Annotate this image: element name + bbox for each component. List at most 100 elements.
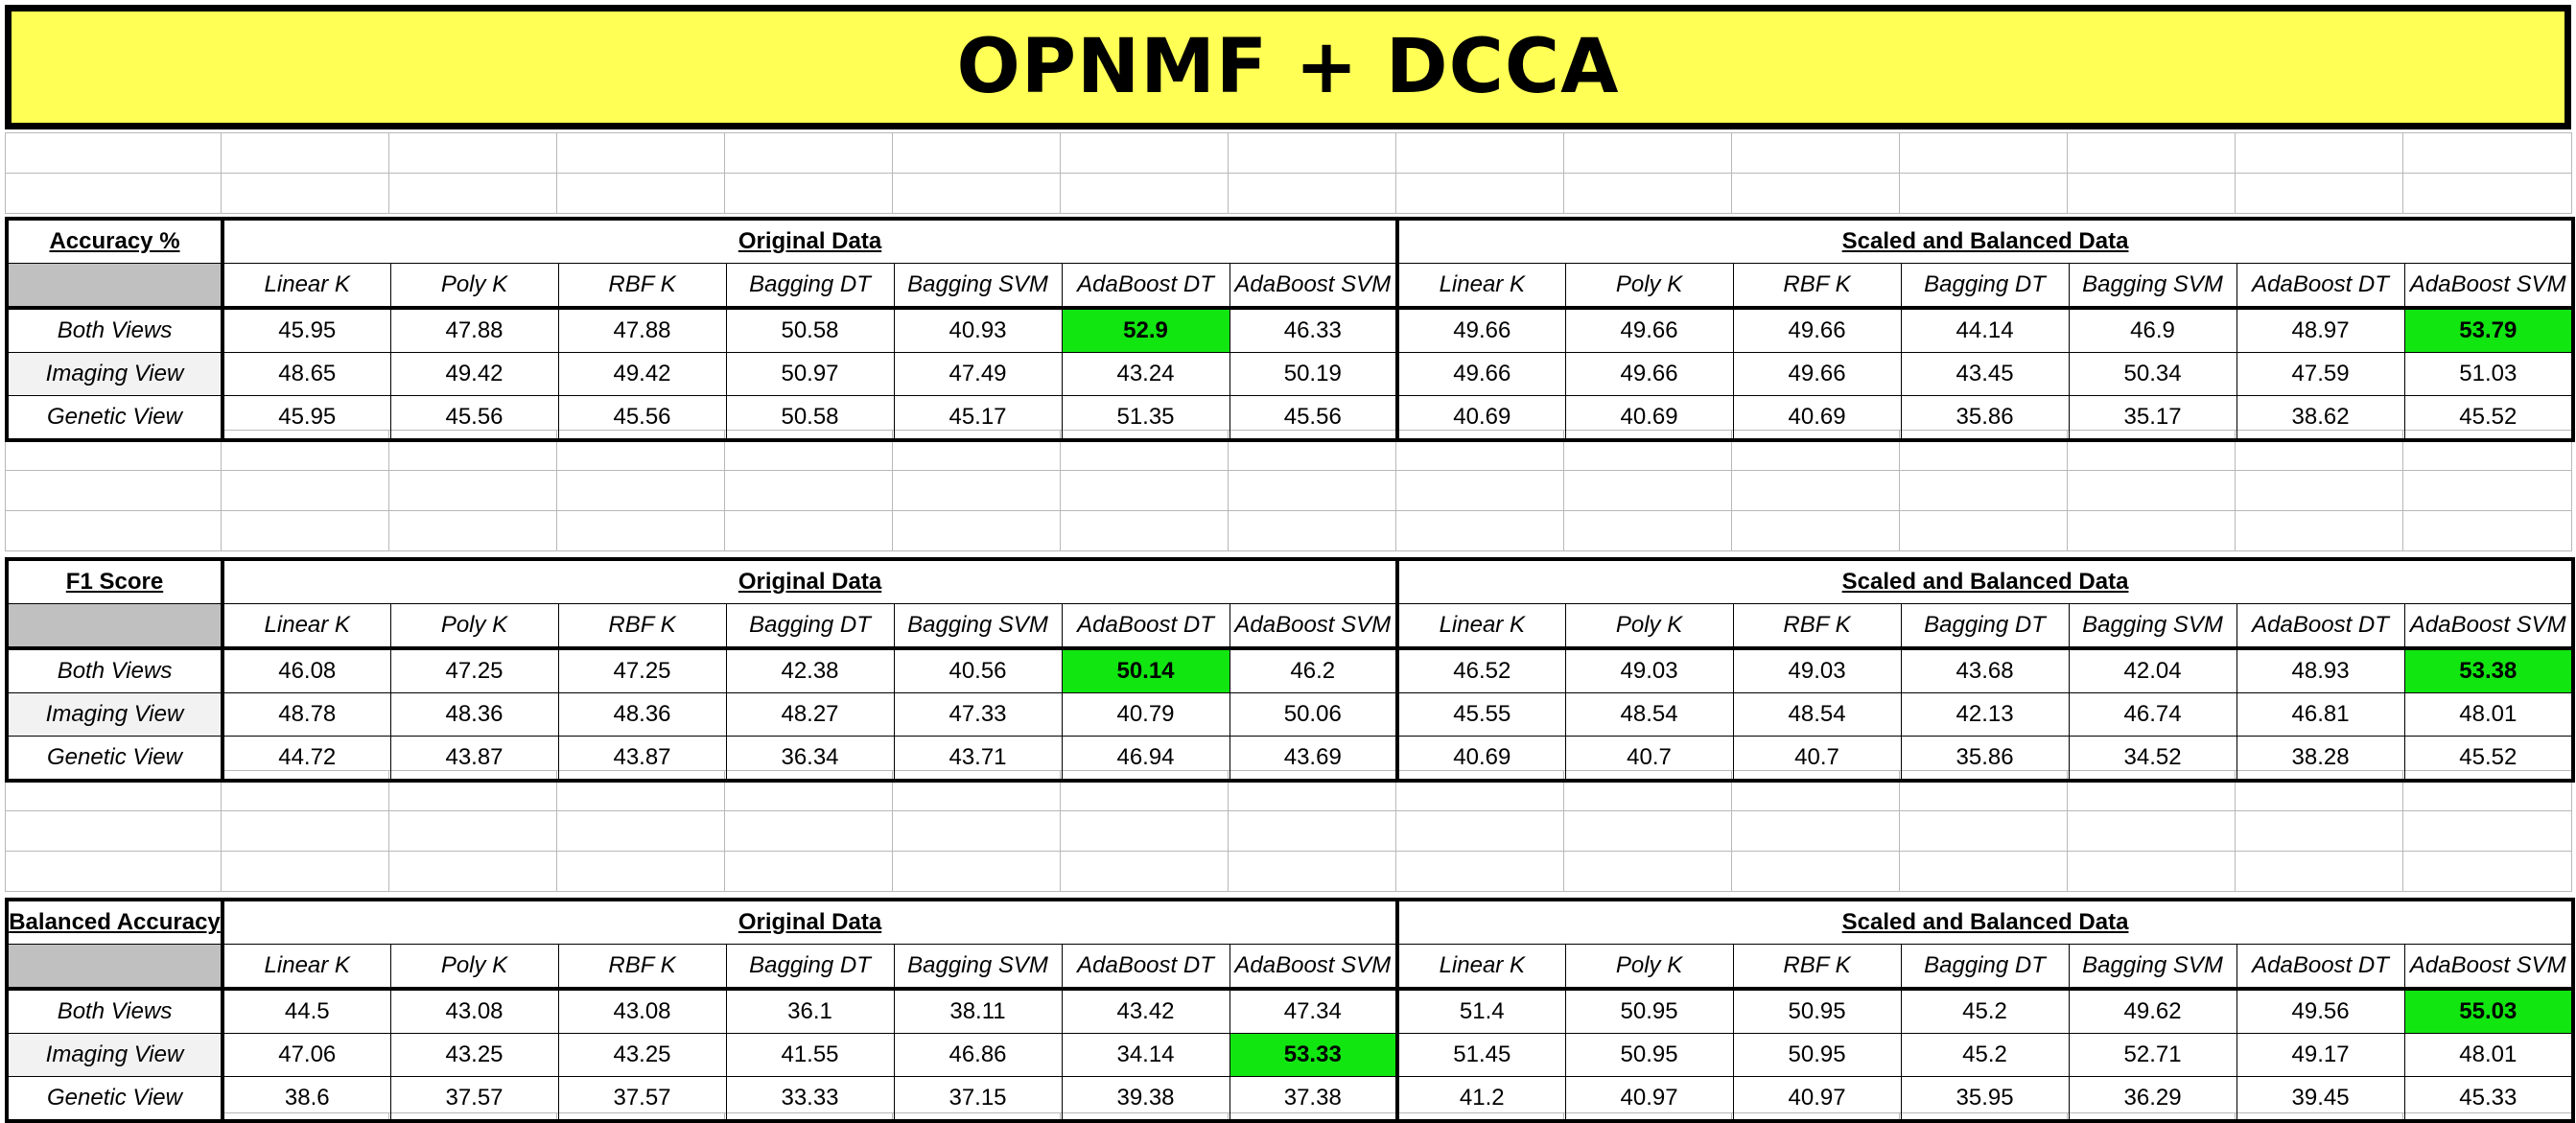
- empty-cell[interactable]: [1899, 810, 2068, 852]
- value-cell[interactable]: 47.25: [557, 647, 727, 693]
- value-cell[interactable]: 46.2: [1229, 647, 1398, 693]
- empty-cell[interactable]: [1060, 851, 1229, 892]
- column-header-cell[interactable]: Poly K: [1564, 263, 1734, 310]
- empty-cell[interactable]: [5, 132, 222, 174]
- column-header-cell[interactable]: RBF K: [557, 263, 727, 310]
- group-header-cell[interactable]: Original Data: [222, 218, 1398, 264]
- column-header-cell[interactable]: RBF K: [1732, 263, 1902, 310]
- value-cell[interactable]: 48.36: [389, 692, 559, 737]
- column-header-cell[interactable]: Linear K: [1395, 603, 1566, 650]
- column-header-cell[interactable]: Bagging DT: [1900, 944, 2070, 991]
- value-cell[interactable]: 36.34: [725, 736, 895, 782]
- value-cell[interactable]: 49.17: [2236, 1033, 2405, 1077]
- column-header-cell[interactable]: Bagging SVM: [893, 944, 1063, 991]
- value-cell[interactable]: 46.94: [1061, 736, 1230, 782]
- value-cell[interactable]: 43.69: [1229, 736, 1398, 782]
- value-cell[interactable]: 39.38: [1061, 1076, 1230, 1122]
- empty-cell[interactable]: [5, 510, 222, 551]
- empty-cell[interactable]: [2067, 851, 2236, 892]
- empty-cell[interactable]: [5, 851, 222, 892]
- value-cell[interactable]: 40.7: [1564, 736, 1734, 782]
- value-cell[interactable]: 48.01: [2403, 1033, 2574, 1077]
- empty-cell[interactable]: [724, 132, 893, 174]
- row-label-cell[interactable]: Both Views: [6, 647, 224, 693]
- best-value-cell[interactable]: 53.33: [1229, 1033, 1398, 1077]
- column-header-cell[interactable]: AdaBoost SVM: [1229, 944, 1398, 991]
- corner-cell[interactable]: [6, 603, 224, 650]
- value-cell[interactable]: 49.03: [1564, 647, 1734, 693]
- value-cell[interactable]: 36.1: [725, 988, 895, 1034]
- empty-cell[interactable]: [2402, 173, 2572, 214]
- value-cell[interactable]: 34.52: [2068, 736, 2237, 782]
- value-cell[interactable]: 45.95: [222, 307, 391, 353]
- group-header-cell[interactable]: Scaled and Balanced Data: [1395, 218, 2574, 264]
- value-cell[interactable]: 43.25: [389, 1033, 559, 1077]
- value-cell[interactable]: 41.2: [1395, 1076, 1566, 1122]
- best-value-cell[interactable]: 53.79: [2403, 307, 2574, 353]
- empty-cell[interactable]: [1228, 810, 1396, 852]
- empty-cell[interactable]: [5, 173, 222, 214]
- value-cell[interactable]: 45.52: [2403, 736, 2574, 782]
- empty-cell[interactable]: [1899, 132, 2068, 174]
- column-header-cell[interactable]: Bagging DT: [725, 944, 895, 991]
- column-header-cell[interactable]: Linear K: [1395, 944, 1566, 991]
- empty-cell[interactable]: [1228, 173, 1396, 214]
- value-cell[interactable]: 49.66: [1395, 307, 1566, 353]
- empty-cell[interactable]: [1563, 470, 1732, 511]
- value-cell[interactable]: 37.38: [1229, 1076, 1398, 1122]
- value-cell[interactable]: 49.66: [1395, 352, 1566, 396]
- empty-cell[interactable]: [1060, 132, 1229, 174]
- value-cell[interactable]: 43.25: [557, 1033, 727, 1077]
- empty-cell[interactable]: [5, 810, 222, 852]
- value-cell[interactable]: 47.88: [557, 307, 727, 353]
- value-cell[interactable]: 49.66: [1564, 307, 1734, 353]
- empty-cell[interactable]: [1395, 510, 1564, 551]
- column-header-cell[interactable]: Poly K: [1564, 603, 1734, 650]
- empty-cell[interactable]: [556, 132, 725, 174]
- value-cell[interactable]: 43.68: [1900, 647, 2070, 693]
- empty-cell[interactable]: [1563, 851, 1732, 892]
- empty-cell[interactable]: [1563, 810, 1732, 852]
- empty-cell[interactable]: [1228, 132, 1396, 174]
- empty-cell[interactable]: [1731, 173, 1900, 214]
- value-cell[interactable]: 49.62: [2068, 988, 2237, 1034]
- value-cell[interactable]: 40.69: [1564, 395, 1734, 441]
- column-header-cell[interactable]: AdaBoost DT: [2236, 263, 2405, 310]
- value-cell[interactable]: 37.15: [893, 1076, 1063, 1122]
- empty-cell[interactable]: [1395, 470, 1564, 511]
- empty-cell[interactable]: [892, 173, 1061, 214]
- corner-cell[interactable]: [6, 263, 224, 310]
- column-header-cell[interactable]: Linear K: [1395, 263, 1566, 310]
- value-cell[interactable]: 35.86: [1900, 395, 2070, 441]
- column-header-cell[interactable]: AdaBoost SVM: [2403, 263, 2574, 310]
- value-cell[interactable]: 50.34: [2068, 352, 2237, 396]
- column-header-cell[interactable]: AdaBoost SVM: [2403, 944, 2574, 991]
- value-cell[interactable]: 35.86: [1900, 736, 2070, 782]
- empty-cell[interactable]: [1731, 810, 1900, 852]
- value-cell[interactable]: 48.78: [222, 692, 391, 737]
- empty-cell[interactable]: [1228, 851, 1396, 892]
- value-cell[interactable]: 33.33: [725, 1076, 895, 1122]
- value-cell[interactable]: 47.59: [2236, 352, 2405, 396]
- value-cell[interactable]: 43.24: [1061, 352, 1230, 396]
- empty-cell[interactable]: [1899, 510, 2068, 551]
- empty-cell[interactable]: [556, 851, 725, 892]
- empty-cell[interactable]: [892, 132, 1061, 174]
- value-cell[interactable]: 43.71: [893, 736, 1063, 782]
- value-cell[interactable]: 51.03: [2403, 352, 2574, 396]
- empty-cell[interactable]: [2402, 470, 2572, 511]
- value-cell[interactable]: 52.71: [2068, 1033, 2237, 1077]
- column-header-cell[interactable]: Bagging SVM: [2068, 263, 2237, 310]
- empty-cell[interactable]: [1563, 510, 1732, 551]
- value-cell[interactable]: 48.65: [222, 352, 391, 396]
- empty-cell[interactable]: [2402, 810, 2572, 852]
- empty-cell[interactable]: [221, 851, 389, 892]
- value-cell[interactable]: 48.97: [2236, 307, 2405, 353]
- value-cell[interactable]: 46.33: [1229, 307, 1398, 353]
- value-cell[interactable]: 51.45: [1395, 1033, 1566, 1077]
- empty-cell[interactable]: [388, 810, 557, 852]
- value-cell[interactable]: 46.08: [222, 647, 391, 693]
- value-cell[interactable]: 40.69: [1395, 736, 1566, 782]
- column-header-cell[interactable]: Linear K: [222, 603, 391, 650]
- value-cell[interactable]: 49.42: [389, 352, 559, 396]
